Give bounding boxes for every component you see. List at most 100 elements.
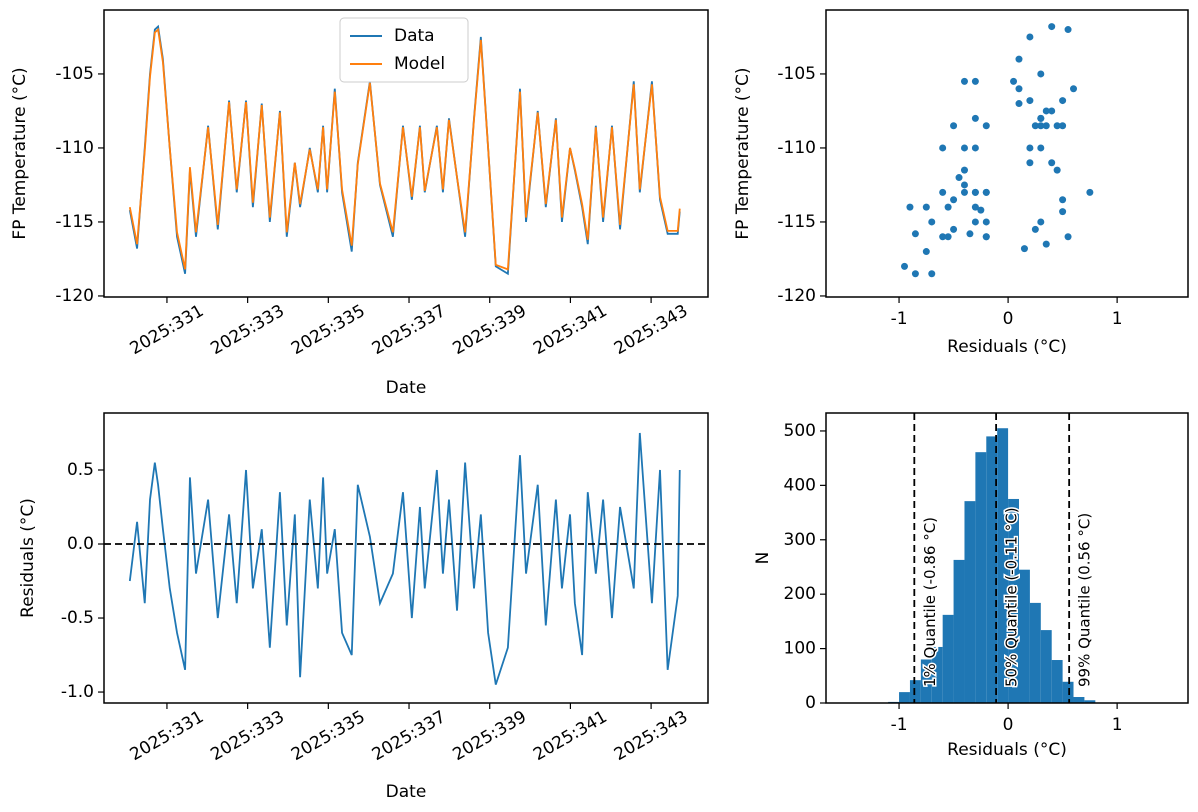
y-tick-label: -0.5 bbox=[61, 608, 94, 628]
series-line bbox=[128, 432, 681, 685]
y-axis-label: FP Temperature (°C) bbox=[733, 67, 753, 239]
point bbox=[1031, 225, 1039, 233]
point bbox=[1053, 122, 1061, 130]
bar bbox=[1008, 498, 1019, 703]
axes-frame bbox=[825, 9, 1189, 298]
bar bbox=[1051, 660, 1063, 703]
y-tick-label: 0.5 bbox=[67, 460, 94, 480]
x-axis-label: Date bbox=[386, 378, 427, 398]
y-axis-label: FP Temperature (°C) bbox=[10, 67, 30, 239]
point bbox=[960, 188, 968, 196]
y-tick-label: 0.0 bbox=[67, 534, 94, 554]
point bbox=[971, 188, 979, 196]
y-axis-label: N bbox=[753, 552, 773, 565]
x-tick-label: 2025:337 bbox=[369, 707, 450, 765]
point bbox=[950, 225, 958, 233]
point bbox=[1037, 218, 1045, 226]
point bbox=[1015, 85, 1023, 93]
point bbox=[966, 230, 974, 238]
series-line bbox=[128, 27, 681, 271]
point bbox=[955, 174, 963, 182]
bar bbox=[1084, 700, 1096, 703]
point bbox=[1037, 114, 1045, 122]
y-tick-label: -110 bbox=[55, 138, 94, 158]
point bbox=[1042, 122, 1050, 130]
axes-frame bbox=[825, 412, 1189, 704]
bar bbox=[975, 452, 987, 703]
point bbox=[939, 188, 947, 196]
x-tick-label: 2025:339 bbox=[449, 707, 530, 765]
legend-box bbox=[339, 17, 469, 83]
point bbox=[960, 166, 968, 174]
y-tick-label: -110 bbox=[777, 138, 816, 158]
point bbox=[928, 270, 936, 278]
legend-label: Data bbox=[394, 26, 435, 46]
point bbox=[971, 77, 979, 85]
point bbox=[971, 114, 979, 122]
point bbox=[1048, 159, 1056, 167]
point bbox=[971, 218, 979, 226]
point bbox=[971, 144, 979, 152]
x-tick-label: 2025:341 bbox=[530, 301, 611, 359]
point bbox=[1042, 240, 1050, 248]
y-tick-label: 0 bbox=[805, 693, 816, 713]
point bbox=[1037, 122, 1045, 130]
point bbox=[1026, 159, 1034, 167]
point bbox=[944, 203, 952, 211]
point bbox=[1026, 144, 1034, 152]
x-tick-label: 2025:331 bbox=[127, 707, 208, 765]
x-tick-label: 2025:333 bbox=[207, 301, 288, 359]
axes-frame bbox=[103, 9, 709, 298]
bar bbox=[920, 659, 932, 703]
point bbox=[911, 270, 919, 278]
point bbox=[1042, 107, 1050, 115]
point bbox=[982, 218, 990, 226]
point bbox=[1053, 166, 1061, 174]
point bbox=[1026, 33, 1034, 41]
point bbox=[944, 233, 952, 241]
bar bbox=[899, 692, 910, 703]
point bbox=[960, 144, 968, 152]
bar bbox=[931, 646, 943, 703]
point bbox=[982, 233, 990, 241]
bar bbox=[1073, 697, 1085, 703]
y-tick-label: 400 bbox=[784, 475, 816, 495]
point bbox=[1086, 188, 1094, 196]
point bbox=[911, 230, 919, 238]
bar bbox=[997, 428, 1009, 703]
y-tick-label: -1.0 bbox=[61, 682, 94, 702]
quantile-label: 50% Quantile (-0.11 °C) bbox=[1003, 507, 1021, 687]
bar bbox=[942, 614, 954, 703]
x-tick-label: 2025:343 bbox=[611, 707, 692, 765]
bar bbox=[1018, 569, 1030, 703]
point bbox=[939, 233, 947, 241]
point bbox=[950, 196, 958, 204]
point bbox=[960, 77, 968, 85]
x-tick-label: 1 bbox=[1112, 309, 1123, 329]
x-tick-label: -1 bbox=[891, 715, 908, 735]
x-tick-label: 2025:341 bbox=[530, 707, 611, 765]
point bbox=[1059, 97, 1067, 105]
x-tick-label: 2025:331 bbox=[127, 301, 208, 359]
x-tick-label: 2025:335 bbox=[288, 707, 369, 765]
point bbox=[1015, 100, 1023, 108]
point bbox=[1015, 55, 1023, 63]
point bbox=[1010, 77, 1018, 85]
point bbox=[1048, 23, 1056, 31]
bar bbox=[986, 436, 998, 703]
x-tick-label: 2025:335 bbox=[288, 301, 369, 359]
point bbox=[977, 206, 985, 214]
x-tick-label: 2025:343 bbox=[611, 301, 692, 359]
point bbox=[1059, 208, 1067, 216]
point bbox=[1070, 85, 1078, 93]
axes-frame bbox=[103, 412, 709, 704]
point bbox=[906, 203, 914, 211]
point bbox=[982, 122, 990, 130]
x-tick-label: -1 bbox=[891, 309, 908, 329]
quantile-label: 1% Quantile (-0.86 °C) bbox=[921, 517, 939, 687]
y-tick-label: -115 bbox=[55, 212, 94, 232]
bar bbox=[909, 680, 921, 703]
point bbox=[1031, 122, 1039, 130]
x-axis-label: Residuals (°C) bbox=[947, 337, 1067, 357]
